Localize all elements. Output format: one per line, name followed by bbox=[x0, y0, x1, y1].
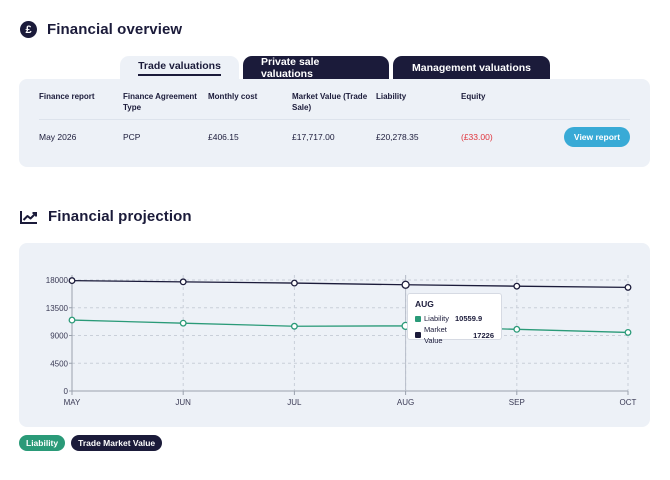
column-header: Market Value (Trade Sale) bbox=[292, 92, 368, 112]
tooltip-label: Market Value bbox=[423, 325, 447, 345]
series-point-1 bbox=[624, 283, 632, 291]
pound-icon: £ bbox=[20, 21, 37, 38]
series-point-0 bbox=[68, 316, 76, 324]
column-header: Equity bbox=[461, 92, 486, 101]
table-divider bbox=[39, 119, 630, 120]
column-header: Liability bbox=[376, 92, 407, 101]
financial-projection-heading: Financial projection bbox=[20, 208, 192, 225]
tooltip-row-market-value: Market Value 17226 bbox=[415, 324, 494, 346]
series-line-1 bbox=[71, 279, 629, 289]
chart-tooltip: AUG Liability 10559.9 Market Value 17226 bbox=[407, 293, 502, 345]
legend-trade-market-value[interactable]: Trade Market Value bbox=[71, 435, 163, 451]
chart-legend: Liability Trade Market Value bbox=[19, 435, 163, 451]
cell-finance-report: May 2026 bbox=[39, 132, 77, 142]
valuation-tabs: Trade valuations Private sale valuations… bbox=[120, 55, 550, 80]
liability-swatch bbox=[415, 315, 421, 322]
tooltip-row-liability: Liability 10559.9 bbox=[415, 313, 494, 324]
projection-line-chart: 0 4500 9000 13500 18000 MAY JUN JUL AUG SEP OCT bbox=[46, 275, 637, 407]
tooltip-label: Liability bbox=[424, 314, 450, 323]
tab-label: Trade valuations bbox=[138, 60, 221, 76]
series-point-0 bbox=[290, 322, 298, 330]
x-tick-label: JUN bbox=[175, 398, 191, 407]
financial-overview-title: Financial overview bbox=[47, 21, 183, 38]
x-tick-label: JUL bbox=[287, 398, 302, 407]
tab-label: Private sale valuations bbox=[261, 55, 320, 80]
y-tick-label: 13500 bbox=[46, 304, 69, 313]
market-value-swatch bbox=[415, 332, 421, 338]
financial-projection-title: Financial projection bbox=[48, 208, 192, 225]
view-report-button[interactable]: View report bbox=[564, 127, 630, 147]
column-header: Finance Agreement Type bbox=[123, 92, 197, 112]
x-tick-label: OCT bbox=[620, 398, 637, 407]
series-point-1 bbox=[179, 278, 187, 286]
series-point-0 bbox=[179, 319, 187, 327]
finance-table-card: Finance report Finance Agreement Type Mo… bbox=[19, 79, 650, 167]
tooltip-value: 17226 bbox=[473, 330, 494, 340]
cell-monthly-cost: £406.15 bbox=[208, 132, 239, 142]
column-header: Finance report bbox=[39, 92, 95, 101]
x-tick-label: SEP bbox=[509, 398, 525, 407]
y-tick-label: 18000 bbox=[46, 276, 69, 285]
cell-equity: (£33.00) bbox=[461, 132, 493, 142]
tab-label: Management valuations bbox=[411, 61, 532, 74]
tab-trade-valuations[interactable]: Trade valuations bbox=[120, 56, 239, 79]
tooltip-value: 10559.9 bbox=[455, 314, 483, 323]
series-line-0 bbox=[71, 319, 629, 334]
column-header: Monthly cost bbox=[208, 92, 258, 101]
cell-market-value: £17,717.00 bbox=[292, 132, 335, 142]
y-tick-label: 9000 bbox=[50, 332, 68, 341]
series-point-0 bbox=[513, 325, 521, 333]
series-point-1 bbox=[290, 279, 298, 287]
series-point-1 bbox=[401, 280, 410, 289]
series-point-1 bbox=[68, 277, 76, 285]
cell-agreement-type: PCP bbox=[123, 132, 141, 142]
projection-chart-card: 0 4500 9000 13500 18000 MAY JUN JUL AUG SEP OCT AU… bbox=[19, 243, 650, 427]
y-tick-label: 4500 bbox=[50, 359, 68, 368]
x-tick-label: MAY bbox=[64, 398, 81, 407]
tab-private-sale-valuations[interactable]: Private sale valuations bbox=[243, 55, 389, 80]
tooltip-title: AUG bbox=[415, 299, 434, 309]
legend-liability[interactable]: Liability bbox=[19, 435, 66, 451]
tab-management-valuations[interactable]: Management valuations bbox=[393, 56, 550, 79]
y-tick-label: 0 bbox=[64, 387, 69, 396]
financial-overview-heading: £ Financial overview bbox=[20, 21, 182, 38]
series-point-0 bbox=[624, 328, 632, 336]
x-tick-label: AUG bbox=[397, 398, 414, 407]
series-point-1 bbox=[513, 282, 521, 290]
cell-liability: £20,278.35 bbox=[376, 132, 419, 142]
trend-chart-icon bbox=[20, 210, 37, 224]
